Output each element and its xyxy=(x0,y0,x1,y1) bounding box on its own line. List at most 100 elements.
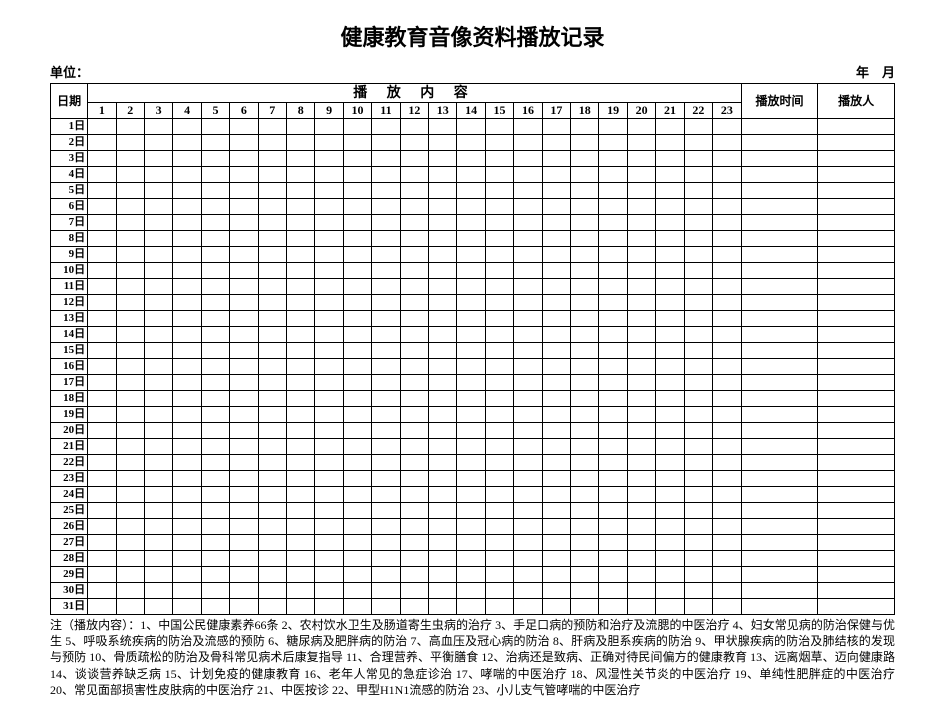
cell-content xyxy=(485,263,513,279)
cell-content xyxy=(457,279,485,295)
cell-content xyxy=(627,407,655,423)
cell-content xyxy=(88,343,116,359)
cell-content xyxy=(144,343,172,359)
cell-content xyxy=(144,375,172,391)
cell-content xyxy=(372,423,400,439)
cell-content xyxy=(144,567,172,583)
cell-content xyxy=(315,471,343,487)
cell-content xyxy=(88,439,116,455)
cell-content xyxy=(542,519,570,535)
cell-content xyxy=(343,167,371,183)
table-row: 2日 xyxy=(51,135,895,151)
cell-content xyxy=(88,327,116,343)
cell-content xyxy=(485,279,513,295)
cell-content xyxy=(684,375,712,391)
cell-date: 18日 xyxy=(51,391,88,407)
cell-content xyxy=(713,391,742,407)
cell-date: 2日 xyxy=(51,135,88,151)
cell-content xyxy=(542,151,570,167)
cell-content xyxy=(485,455,513,471)
cell-content xyxy=(230,503,258,519)
cell-content xyxy=(457,375,485,391)
cell-person xyxy=(818,279,895,295)
cell-time xyxy=(741,439,818,455)
table-row: 21日 xyxy=(51,439,895,455)
cell-content xyxy=(173,375,201,391)
cell-time xyxy=(741,375,818,391)
cell-content xyxy=(627,327,655,343)
cell-content xyxy=(343,487,371,503)
cell-content xyxy=(258,359,286,375)
cell-content xyxy=(485,295,513,311)
th-content-col: 13 xyxy=(429,103,457,119)
cell-content xyxy=(116,247,144,263)
table-row: 17日 xyxy=(51,375,895,391)
cell-content xyxy=(315,231,343,247)
cell-content xyxy=(258,391,286,407)
cell-time xyxy=(741,503,818,519)
cell-time xyxy=(741,471,818,487)
cell-content xyxy=(400,135,428,151)
cell-content xyxy=(571,359,599,375)
cell-content xyxy=(656,423,684,439)
cell-content xyxy=(144,423,172,439)
cell-content xyxy=(400,455,428,471)
cell-content xyxy=(485,551,513,567)
cell-date: 31日 xyxy=(51,599,88,615)
cell-content xyxy=(542,247,570,263)
cell-content xyxy=(571,375,599,391)
cell-content xyxy=(343,135,371,151)
cell-person xyxy=(818,599,895,615)
cell-content xyxy=(372,455,400,471)
cell-content xyxy=(627,375,655,391)
cell-person xyxy=(818,199,895,215)
cell-content xyxy=(400,583,428,599)
cell-person xyxy=(818,231,895,247)
cell-content xyxy=(485,503,513,519)
cell-content xyxy=(201,551,229,567)
cell-content xyxy=(656,199,684,215)
cell-content xyxy=(400,551,428,567)
cell-content xyxy=(571,535,599,551)
cell-content xyxy=(684,199,712,215)
cell-content xyxy=(88,583,116,599)
th-content-col: 15 xyxy=(485,103,513,119)
th-content-col: 16 xyxy=(514,103,542,119)
table-row: 30日 xyxy=(51,583,895,599)
cell-content xyxy=(400,487,428,503)
cell-person xyxy=(818,519,895,535)
cell-content xyxy=(713,583,742,599)
cell-content xyxy=(230,215,258,231)
cell-content xyxy=(599,583,627,599)
cell-content xyxy=(713,567,742,583)
cell-content xyxy=(315,263,343,279)
cell-content xyxy=(485,567,513,583)
cell-content xyxy=(287,183,315,199)
cell-content xyxy=(230,487,258,503)
cell-content xyxy=(116,151,144,167)
cell-content xyxy=(287,359,315,375)
cell-content xyxy=(713,423,742,439)
cell-content xyxy=(315,311,343,327)
cell-person xyxy=(818,391,895,407)
cell-content xyxy=(400,167,428,183)
cell-content xyxy=(372,215,400,231)
cell-time xyxy=(741,199,818,215)
cell-content xyxy=(571,135,599,151)
cell-content xyxy=(627,215,655,231)
cell-content xyxy=(457,599,485,615)
cell-content xyxy=(429,519,457,535)
cell-content xyxy=(542,183,570,199)
cell-content xyxy=(485,343,513,359)
cell-content xyxy=(372,231,400,247)
cell-content xyxy=(713,167,742,183)
cell-content xyxy=(514,327,542,343)
cell-time xyxy=(741,551,818,567)
cell-content xyxy=(713,215,742,231)
cell-time xyxy=(741,183,818,199)
cell-content xyxy=(201,583,229,599)
cell-content xyxy=(656,247,684,263)
cell-content xyxy=(372,135,400,151)
cell-content xyxy=(144,391,172,407)
cell-content xyxy=(713,151,742,167)
